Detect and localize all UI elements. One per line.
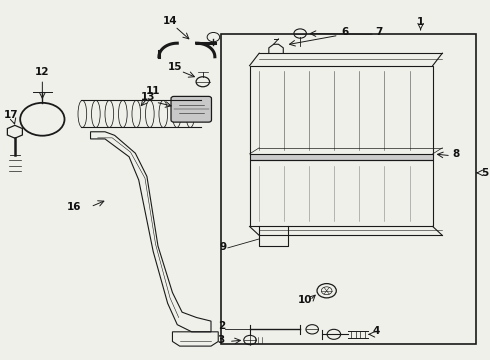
- Text: 1: 1: [417, 17, 424, 27]
- Text: 7: 7: [375, 27, 382, 37]
- Text: 3: 3: [218, 334, 225, 345]
- Text: 8: 8: [452, 149, 459, 159]
- Text: 13: 13: [141, 92, 156, 102]
- Text: 10: 10: [298, 295, 312, 305]
- Text: 5: 5: [481, 168, 488, 178]
- Text: 12: 12: [35, 67, 49, 77]
- Text: 11: 11: [146, 86, 160, 96]
- Text: 17: 17: [4, 110, 19, 120]
- Text: 14: 14: [163, 16, 177, 26]
- Text: 15: 15: [168, 62, 182, 72]
- Bar: [220, 33, 476, 344]
- Text: 6: 6: [341, 27, 348, 37]
- Text: 16: 16: [67, 202, 81, 212]
- Text: 2: 2: [218, 321, 225, 331]
- Text: 4: 4: [372, 326, 380, 336]
- Text: 9: 9: [220, 242, 227, 252]
- Bar: [249, 154, 433, 160]
- FancyBboxPatch shape: [171, 96, 212, 122]
